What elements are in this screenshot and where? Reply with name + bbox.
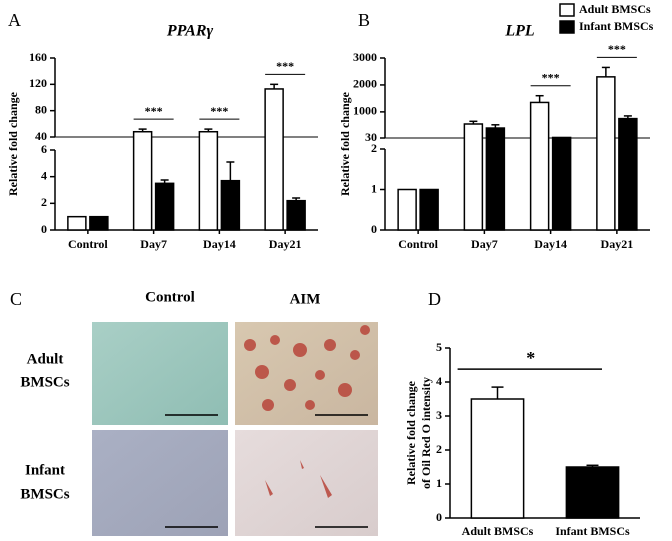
bar xyxy=(596,76,616,231)
x-tick-label: Day7 xyxy=(471,237,498,251)
x-tick-label: Control xyxy=(68,237,108,251)
significance: * xyxy=(526,348,535,368)
y-tick-label: 0 xyxy=(41,222,47,236)
x-tick-label: Adult BMSCs xyxy=(462,524,534,538)
y-axis-label: Relative fold change xyxy=(404,380,418,485)
panel-letter: C xyxy=(10,289,22,309)
bar xyxy=(470,398,525,519)
y-tick-label: 6 xyxy=(41,142,47,156)
y-tick-label: 4 xyxy=(436,374,442,388)
legend-label: Adult BMSCs xyxy=(579,2,651,16)
y-tick-label: 2 xyxy=(41,195,47,209)
significance: *** xyxy=(145,104,163,118)
column-label: AIM xyxy=(290,291,321,307)
y-axis-label: Relative fold change xyxy=(6,91,20,196)
bar xyxy=(264,88,284,231)
legend-swatch xyxy=(559,20,575,34)
x-tick-label: Day21 xyxy=(269,237,302,251)
bar xyxy=(67,215,87,231)
panel-letter: D xyxy=(428,289,441,309)
micrographs xyxy=(92,322,378,536)
bar xyxy=(132,130,153,231)
y-tick-label: 2 xyxy=(371,141,377,155)
y-axis-label: of Oil Red O intensity xyxy=(419,377,433,489)
significance: *** xyxy=(276,59,294,73)
column-label: Control xyxy=(145,289,195,305)
y-tick-label: 1000 xyxy=(353,104,377,118)
row-label: BMSCs xyxy=(20,374,69,390)
bar xyxy=(198,130,219,231)
y-tick-label: 4 xyxy=(41,168,47,182)
y-tick-label: 2 xyxy=(436,442,442,456)
bar xyxy=(485,127,506,231)
y-tick-label: 120 xyxy=(29,76,47,90)
legend-label: Infant BMSCs xyxy=(579,19,654,33)
bar xyxy=(89,215,109,231)
bar xyxy=(551,136,572,231)
y-tick-label: 2000 xyxy=(353,77,377,91)
bar xyxy=(154,182,175,231)
significance: *** xyxy=(608,42,626,56)
y-tick-label: 160 xyxy=(29,50,47,64)
panel-letter: A xyxy=(8,10,21,30)
y-tick-label: 3000 xyxy=(353,50,377,64)
x-tick-label: Infant BMSCs xyxy=(555,524,630,538)
chart-title: LPL xyxy=(504,23,535,40)
y-tick-label: 80 xyxy=(35,102,47,116)
y-tick-label: 1 xyxy=(371,181,377,195)
x-tick-label: Day7 xyxy=(140,237,167,251)
bar xyxy=(397,188,417,231)
bar xyxy=(220,179,241,231)
y-tick-label: 30 xyxy=(365,130,377,144)
significance: *** xyxy=(542,70,560,84)
bar xyxy=(618,117,638,231)
chart-title: PPARγ xyxy=(166,23,214,40)
x-tick-label: Day14 xyxy=(534,237,567,251)
bar xyxy=(286,199,306,231)
bar xyxy=(419,188,439,231)
y-tick-label: 1 xyxy=(436,476,442,490)
row-label: Infant xyxy=(25,462,65,478)
row-label: BMSCs xyxy=(20,486,69,502)
significance: *** xyxy=(210,104,228,118)
bar xyxy=(529,101,550,231)
y-tick-label: 0 xyxy=(436,510,442,524)
x-tick-label: Day14 xyxy=(203,237,236,251)
y-tick-label: 0 xyxy=(371,222,377,236)
legend-swatch xyxy=(559,3,575,17)
x-tick-label: Day21 xyxy=(601,237,634,251)
y-axis-label: Relative fold change xyxy=(338,91,352,196)
y-tick-label: 5 xyxy=(436,340,442,354)
x-tick-label: Control xyxy=(398,237,438,251)
panel-letter: B xyxy=(358,10,370,30)
y-tick-label: 3 xyxy=(436,408,442,422)
bar xyxy=(463,123,484,231)
bar xyxy=(565,466,620,519)
y-tick-label: 40 xyxy=(35,129,47,143)
row-label: Adult xyxy=(27,351,64,367)
